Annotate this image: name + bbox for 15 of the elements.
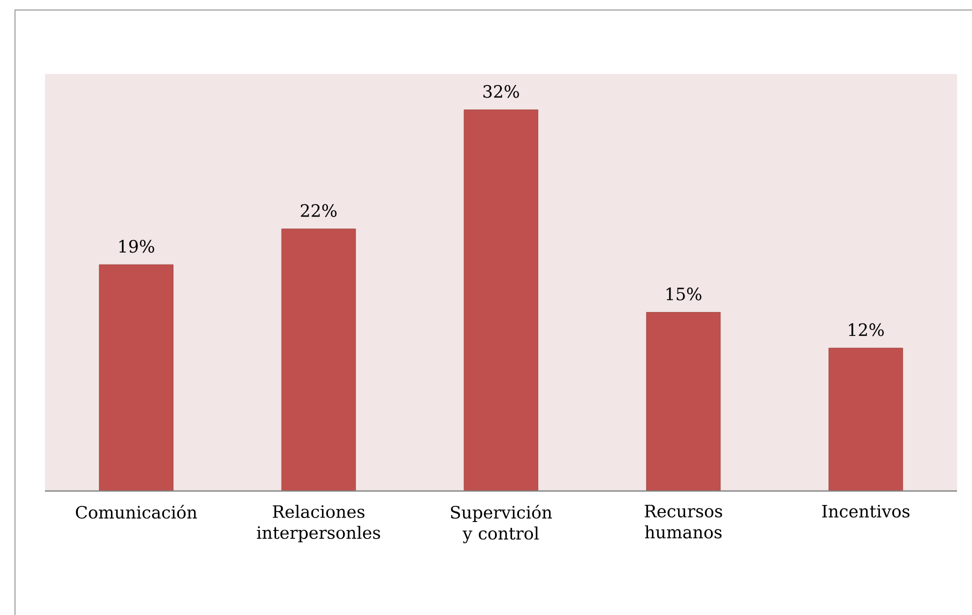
bar [99,264,174,492]
x-tick-label: Recursos humanos [644,504,722,538]
x-tick-label: Comunicación [76,504,197,519]
x-tick-label: Supervición y control [451,504,552,544]
bar [281,228,356,492]
data-label: 19% [119,240,154,253]
bar [646,312,721,492]
data-label: 15% [666,288,702,300]
data-label: 32% [483,84,519,98]
x-tick-label: Relaciones interpersonles [256,504,380,542]
x-tick-label: Incentivos [822,504,910,518]
data-label: 22% [300,204,337,217]
bar [464,110,538,492]
bar [828,348,904,492]
data-label: 12% [848,323,884,336]
